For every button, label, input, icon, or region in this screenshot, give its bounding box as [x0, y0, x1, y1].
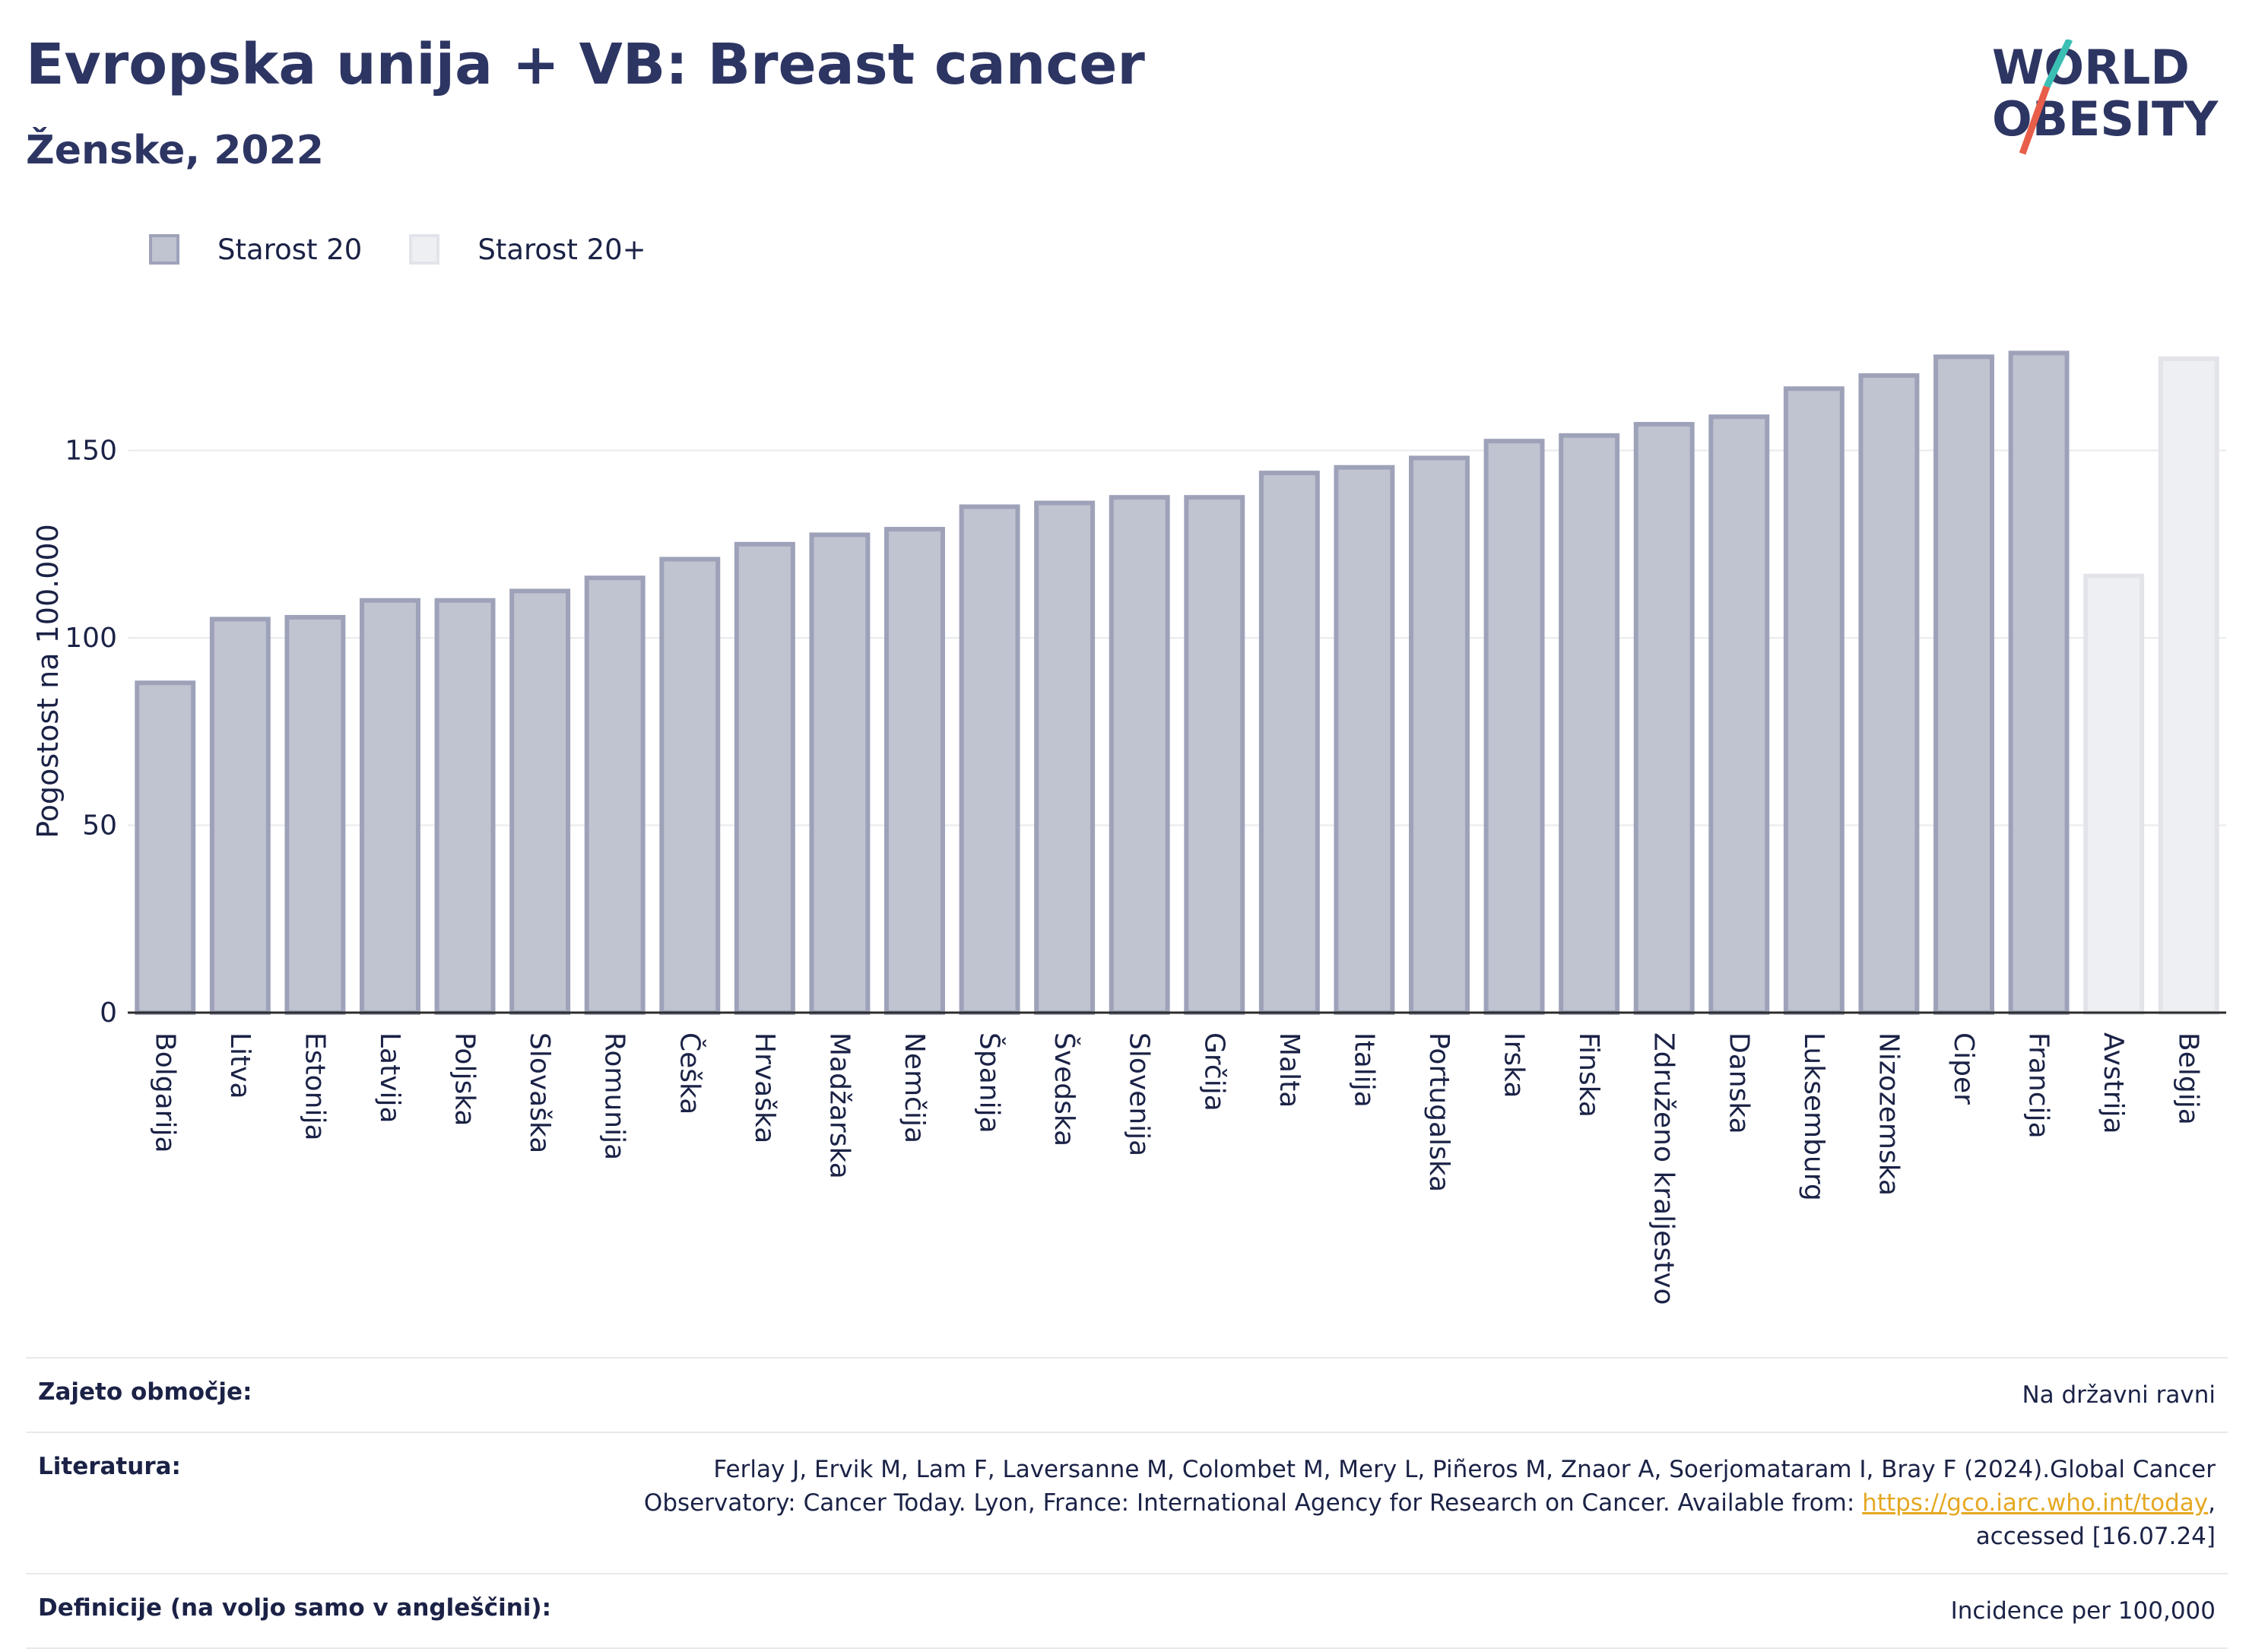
bar-starost-20 [584, 576, 646, 1015]
x-tick-label: Estonija [299, 1032, 330, 1141]
coverage-value: Na državni ravni [2022, 1381, 2216, 1409]
chart-title: Evropska unija + VB: Breast cancer [26, 32, 1145, 97]
y-tick-label: 50 [82, 810, 117, 842]
x-tick-label: Ciper [1948, 1032, 1979, 1105]
bar-starost-20 [1633, 422, 1695, 1016]
footer-row-references: Literatura: Ferlay J, Ervik M, Lam F, La… [26, 1432, 2228, 1573]
footer-row-definitions: Definicije (na voljo samo v angleščini):… [26, 1573, 2228, 1649]
x-tick-label: Češka [674, 1032, 706, 1115]
bar-starost-20 [734, 541, 795, 1015]
bar-starost-20 [1559, 433, 1620, 1016]
bar-starost-20 [509, 588, 571, 1015]
references-text: Ferlay J, Ervik M, Lam F, Laversanne M, … [643, 1456, 2216, 1517]
legend-label: Starost 20+ [477, 233, 646, 266]
footer-row-coverage: Zajeto območje: Na državni ravni [26, 1357, 2228, 1432]
references-link[interactable]: https://gco.iarc.who.int/today [1862, 1489, 2209, 1517]
bar-starost-20 [1409, 455, 1470, 1015]
bar-starost-20 [1783, 386, 1845, 1015]
x-tick-label: Poljska [449, 1032, 481, 1127]
bar-chart: 0 50 100 150 Pogostost na 100.000 Bolgarija Li… [31, 350, 2226, 1305]
references-value: Ferlay J, Ervik M, Lam F, Laversanne M, … [619, 1453, 2216, 1553]
x-tick-label: Slovenija [1124, 1032, 1155, 1156]
bar-starost-20-plus [2158, 356, 2219, 1016]
legend: Starost 20 Starost 20+ [149, 228, 693, 271]
bar-starost-20 [2008, 350, 2070, 1016]
bar-starost-20 [1258, 471, 1320, 1016]
bar-starost-20 [1184, 495, 1245, 1015]
footer-table: Zajeto območje: Na državni ravni Literat… [26, 1357, 2228, 1649]
bar-starost-20 [1034, 500, 1096, 1015]
bar-starost-20 [209, 617, 271, 1016]
definitions-label: Definicije (na voljo samo v angleščini): [38, 1594, 551, 1622]
bar-starost-20 [659, 556, 721, 1016]
definitions-value: Incidence per 100,000 [1950, 1597, 2216, 1625]
bar-starost-20 [1933, 354, 1994, 1015]
bar-starost-20 [809, 532, 871, 1015]
y-tick-label: 100 [65, 623, 117, 654]
x-tick-label: Irska [1499, 1032, 1530, 1098]
legend-item-starost-20[interactable]: Starost 20 [149, 233, 362, 266]
x-tick-label: Bolgarija [149, 1032, 180, 1153]
x-tick-label: Italija [1348, 1032, 1379, 1108]
x-tick-label: Portugalska [1423, 1032, 1454, 1192]
x-tick-label: Malta [1274, 1032, 1305, 1108]
logo-slash-bottom [2019, 85, 2051, 155]
x-tick-label: Švedska [1048, 1032, 1080, 1146]
coverage-label: Zajeto območje: [38, 1378, 252, 1406]
logo-text-world: WORLD [1992, 40, 2190, 95]
x-tick-label: Romunija [599, 1032, 630, 1160]
bar-starost-20 [284, 614, 346, 1015]
bar-starost-20 [959, 504, 1020, 1015]
x-tick-label: Madžarska [823, 1032, 855, 1179]
y-tick-label: 0 [100, 997, 117, 1029]
x-tick-label: Avstrija [2098, 1032, 2129, 1134]
logo-slash-top [2043, 40, 2073, 88]
bar-starost-20 [360, 598, 420, 1015]
bar-starost-20 [135, 680, 196, 1015]
x-tick-label: Španija [974, 1032, 1006, 1134]
bar-starost-20 [884, 527, 945, 1015]
x-tick-label: Francija [2023, 1032, 2054, 1139]
references-label: Literatura: [38, 1453, 181, 1480]
legend-label: Starost 20 [217, 233, 363, 266]
bar-starost-20 [1483, 439, 1545, 1016]
y-axis-title: Pogostost na 100.000 [31, 524, 65, 839]
references-tail: , accessed [16.07.24] [1975, 1489, 2216, 1550]
x-tick-label: Grčija [1198, 1032, 1229, 1111]
x-tick-label: Danska [1723, 1032, 1754, 1134]
legend-swatch-starost-20-plus [409, 234, 440, 265]
x-tick-label: Hrvaška [749, 1032, 780, 1143]
legend-item-starost-20-plus[interactable]: Starost 20+ [409, 233, 646, 266]
x-tick-label: Finska [1573, 1032, 1604, 1118]
bar-starost-20 [434, 598, 496, 1015]
x-tick-label: Združeno kraljestvo [1648, 1032, 1680, 1305]
bar-starost-20 [1708, 414, 1770, 1015]
x-tick-label: Nemčija [899, 1032, 930, 1143]
world-obesity-logo: WORLD OBESITY [1992, 40, 2219, 155]
bar-starost-20 [1109, 495, 1170, 1015]
legend-swatch-starost-20 [149, 234, 179, 265]
x-tick-label: Slovaška [524, 1032, 555, 1153]
x-tick-label: Litva [224, 1032, 255, 1099]
x-tick-label: Belgija [2173, 1032, 2204, 1125]
chart-subtitle: Ženske, 2022 [26, 128, 324, 173]
x-tick-label: Luksemburg [1798, 1032, 1829, 1201]
bar-starost-20 [1334, 465, 1395, 1016]
bar-starost-20-plus [2083, 573, 2145, 1016]
y-tick-label: 150 [65, 436, 117, 467]
x-tick-label: Nizozemska [1873, 1032, 1904, 1196]
x-tick-label: Latvija [374, 1032, 405, 1124]
bar-starost-20 [1858, 373, 1920, 1016]
